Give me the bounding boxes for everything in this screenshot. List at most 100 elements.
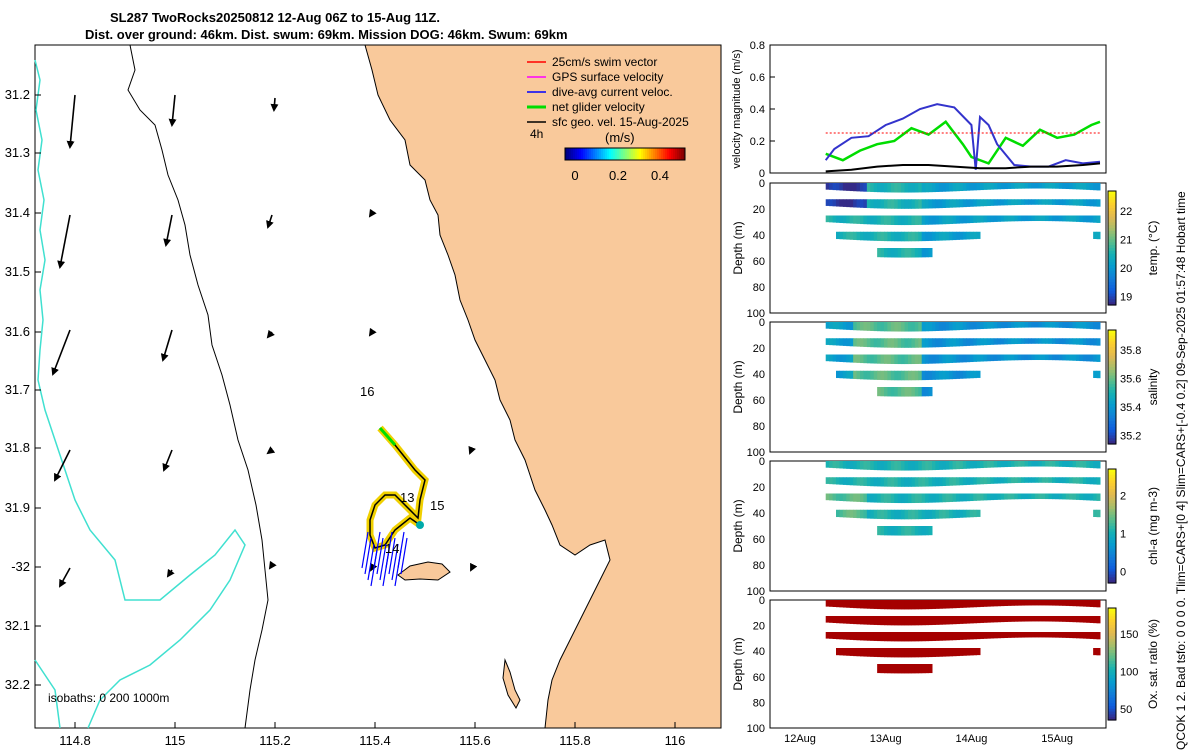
depth-cell [1034, 338, 1039, 344]
depth-cell [1093, 354, 1098, 362]
depth-cell [1038, 215, 1043, 222]
depth-cell [976, 461, 981, 469]
panel-colorbar-cell [1108, 378, 1116, 382]
panel-colorbar-cell [1108, 627, 1116, 631]
depth-cell [1045, 322, 1050, 328]
depth-ytick: 20 [753, 482, 765, 494]
depth-cell [1000, 461, 1005, 468]
depth-cell [839, 338, 844, 346]
depth-cell [832, 461, 837, 469]
colorbar-cell [661, 148, 664, 160]
depth-cell [904, 248, 909, 258]
depth-cell [904, 322, 909, 332]
depth-cell [1076, 354, 1080, 361]
depth-cell [829, 493, 834, 501]
depth-cell [856, 632, 861, 641]
depth-cell [1034, 322, 1039, 328]
panel-colorbar-cell [1108, 506, 1116, 510]
depth-cell [877, 338, 882, 348]
depth-cell [938, 231, 943, 241]
depth-cell [1076, 322, 1080, 329]
depth-cell [1079, 183, 1084, 190]
panel-colorbar-cell [1108, 666, 1116, 671]
panel-colorbar-cell [1108, 421, 1116, 425]
depth-cell [873, 648, 878, 657]
depth-cell [1096, 322, 1101, 330]
depth-cell [870, 477, 875, 487]
depth-cell [1058, 215, 1063, 222]
depth-cell [856, 461, 861, 470]
depth-cell [873, 183, 878, 193]
depth-cell [884, 664, 888, 674]
panel-colorbar-cell [1108, 287, 1116, 292]
panel-colorbar-cell [1108, 714, 1116, 718]
depth-cell [1076, 215, 1080, 222]
depth-cell [1058, 322, 1063, 328]
depth-cell [1076, 600, 1080, 607]
depth-cell [836, 632, 840, 640]
depth-cell [870, 493, 875, 503]
depth-cell [901, 664, 906, 674]
depth-cell [1052, 199, 1056, 205]
depth-cell [887, 632, 892, 642]
depth-cell [842, 461, 847, 469]
depth-cell [990, 477, 995, 484]
depth-cell [935, 477, 940, 487]
panel-colorbar-cell [1108, 531, 1116, 536]
depth-cell [1093, 600, 1098, 608]
panel-colorbar-cell [1108, 239, 1116, 243]
depth-cell [918, 231, 923, 242]
depth-cell [901, 183, 906, 193]
depth-cell [839, 183, 844, 191]
depth-cell [880, 248, 885, 258]
depth-cell [983, 632, 988, 639]
depth-cell [1058, 493, 1063, 500]
depth-cell [911, 338, 916, 348]
depth-panel-cells [825, 183, 1101, 258]
depth-cell [877, 215, 882, 225]
panel-colorbar-cell [1108, 250, 1116, 255]
depth-cell [928, 509, 933, 519]
colorbar-tick: 0.4 [651, 168, 669, 183]
panel-colorbar-cell [1108, 265, 1116, 269]
panel-colorbar-cell [1108, 432, 1116, 437]
current-vector [391, 543, 399, 581]
depth-cell [966, 183, 971, 191]
depth-cell [949, 370, 954, 380]
depth-cell [863, 461, 868, 470]
depth-cell [884, 616, 888, 626]
depth-cell [866, 461, 871, 470]
depth-cell [997, 477, 1002, 484]
depth-cell [1021, 477, 1026, 483]
depth-cell [849, 632, 854, 640]
depth-cell [863, 632, 868, 641]
depth-cell [1014, 322, 1019, 328]
depth-cell [997, 354, 1002, 361]
map-ytick-label: 32.2 [5, 677, 30, 692]
depth-cell [935, 338, 940, 348]
depth-cell [932, 199, 936, 209]
depth-ytick: 40 [753, 646, 765, 658]
depth-cell [935, 322, 940, 331]
depth-cell [914, 600, 919, 610]
depth-cell [1017, 354, 1022, 361]
depth-cell [1052, 183, 1056, 189]
depth-cell [949, 338, 954, 347]
depth-cell [1028, 632, 1032, 638]
depth-cell [1072, 632, 1077, 639]
panel-colorbar-cell [1108, 225, 1116, 229]
depth-cell [986, 616, 991, 623]
depth-cell [1021, 322, 1026, 328]
depth-cell [986, 215, 991, 223]
colorbar-cell [619, 148, 622, 160]
depth-cell [932, 616, 936, 625]
depth-cell [873, 477, 878, 487]
depth-cell [846, 477, 851, 486]
depth-cell [853, 199, 858, 208]
colorbar-cell [653, 148, 656, 160]
depth-cell [1069, 616, 1074, 623]
depth-cell [952, 199, 957, 208]
depth-cell [976, 477, 981, 485]
depth-cell [973, 477, 978, 485]
panel-colorbar-cell [1108, 191, 1116, 195]
